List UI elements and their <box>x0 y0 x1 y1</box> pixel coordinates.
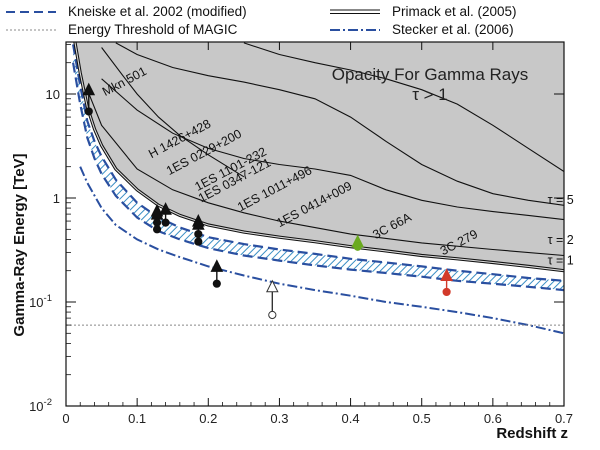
series-layer <box>66 42 564 335</box>
x-tick-label-5: 0.5 <box>413 411 431 426</box>
legend-label-stecker: Stecker et al. (2006) <box>392 22 514 37</box>
marker-arrow-0 <box>82 82 96 96</box>
y-tick-base-0: 10 <box>29 399 43 414</box>
opacity-region <box>73 42 564 271</box>
x-tick-label-6: 0.6 <box>484 411 502 426</box>
marker-point-7 <box>268 310 277 320</box>
marker-arrow-2 <box>150 203 164 217</box>
series-line-7 <box>101 47 245 178</box>
marker-point-6 <box>212 279 221 288</box>
tau-label-1: τ = 2 <box>548 233 574 247</box>
series-line-0 <box>72 44 564 282</box>
x-tick-label-1: 0.1 <box>128 411 146 426</box>
series-line-2 <box>79 166 564 335</box>
opacity-title: Opacity For Gamma Rays <box>332 65 529 84</box>
y-tick-base-1: 10 <box>29 295 43 310</box>
y-tick-label-3: 10 <box>46 87 60 102</box>
marker-point-4 <box>194 237 203 246</box>
legend-label-primack: Primack et al. (2005) <box>392 4 517 19</box>
y-tick-label-0: 10-2 <box>29 397 52 414</box>
series-line-9 <box>243 42 564 172</box>
marker-arrow-7 <box>266 279 279 293</box>
x-axis-title: Redshift z <box>496 425 568 442</box>
series-line-6 <box>101 78 564 221</box>
series-line-5 <box>86 89 564 257</box>
marker-point-3 <box>161 218 170 227</box>
y-tick-label-1: 10-1 <box>29 293 52 310</box>
x-tick-label-7: 0.7 <box>555 411 573 426</box>
marker-point-1 <box>152 225 162 234</box>
y-tick-label-2: 1 <box>53 191 60 206</box>
marker-point-5 <box>194 229 203 239</box>
x-tick-label-4: 0.4 <box>342 411 360 426</box>
tau-label-0: τ = 5 <box>548 193 574 207</box>
marker-arrow-8 <box>351 234 364 248</box>
plot-frame <box>65 41 565 407</box>
y-tick-exp-0: -2 <box>44 397 52 408</box>
legend: Kneiske et al. 2002 (modified) Energy Th… <box>6 4 517 37</box>
series-line-8 <box>115 42 564 206</box>
marker-point-9 <box>442 287 451 297</box>
opacity-subtitle: τ > 1 <box>412 85 448 104</box>
marker-arrow-6 <box>210 259 224 272</box>
marker-arrow-9 <box>440 268 453 281</box>
marker-arrow-3 <box>159 202 172 215</box>
y-tick-base-2: 1 <box>53 191 60 206</box>
x-tick-label-3: 0.3 <box>270 411 288 426</box>
legend-label-magic: Energy Threshold of MAGIC <box>68 22 238 37</box>
series-line-4-inner <box>74 42 564 272</box>
marker-point-2 <box>152 218 162 227</box>
x-tick-label-2: 0.2 <box>199 411 217 426</box>
marker-arrow-5 <box>192 217 205 230</box>
marker-point-0 <box>84 107 93 116</box>
tau-label-2: τ = 1 <box>548 253 574 267</box>
x-tick-label-0: 0 <box>62 411 69 426</box>
y-tick-exp-1: -1 <box>44 293 52 304</box>
legend-label-kneiske: Kneiske et al. 2002 (modified) <box>68 4 247 19</box>
marker-layer <box>82 82 453 320</box>
y-axis-title: Gamma-Ray Energy [TeV] <box>11 153 28 336</box>
y-tick-base-3: 10 <box>46 87 60 102</box>
